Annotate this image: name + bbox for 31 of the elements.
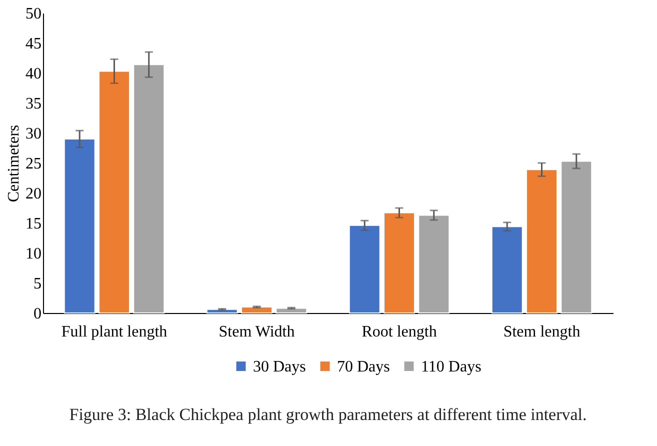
bar bbox=[276, 308, 308, 314]
x-tick-label: Full plant length bbox=[61, 324, 168, 340]
y-tick-label: 45 bbox=[26, 36, 42, 52]
y-tick-label: 20 bbox=[26, 186, 42, 202]
x-tick-label: Stem length bbox=[503, 324, 580, 340]
bar bbox=[64, 138, 96, 314]
bar bbox=[526, 169, 558, 314]
bar bbox=[384, 212, 415, 314]
bar bbox=[491, 226, 523, 314]
legend-label: 70 Days bbox=[337, 358, 390, 376]
y-tick-label: 50 bbox=[26, 6, 42, 22]
bar bbox=[241, 306, 272, 314]
y-tick-label: 10 bbox=[26, 246, 42, 262]
bar bbox=[98, 70, 130, 314]
bar bbox=[560, 160, 592, 314]
y-tick-label: 0 bbox=[34, 306, 42, 322]
y-axis-title: Centimeters bbox=[6, 124, 22, 202]
y-tick-label: 5 bbox=[34, 276, 42, 292]
bar bbox=[418, 214, 450, 314]
x-tick-label: Root length bbox=[362, 324, 437, 340]
legend-label: 110 Days bbox=[421, 358, 482, 376]
y-tick-label: 35 bbox=[26, 96, 42, 112]
legend-label: 30 Days bbox=[253, 358, 306, 376]
x-tick-label: Stem Width bbox=[218, 324, 295, 340]
caption: Figure 3: Black Chickpea plant growth parameters at different time interval. bbox=[69, 405, 587, 424]
y-tick-label: 25 bbox=[26, 156, 42, 172]
bar bbox=[133, 64, 165, 314]
y-tick-label: 40 bbox=[26, 66, 42, 82]
y-tick-label: 15 bbox=[26, 216, 42, 232]
bar bbox=[348, 224, 380, 314]
y-tick-label: 30 bbox=[26, 126, 42, 142]
